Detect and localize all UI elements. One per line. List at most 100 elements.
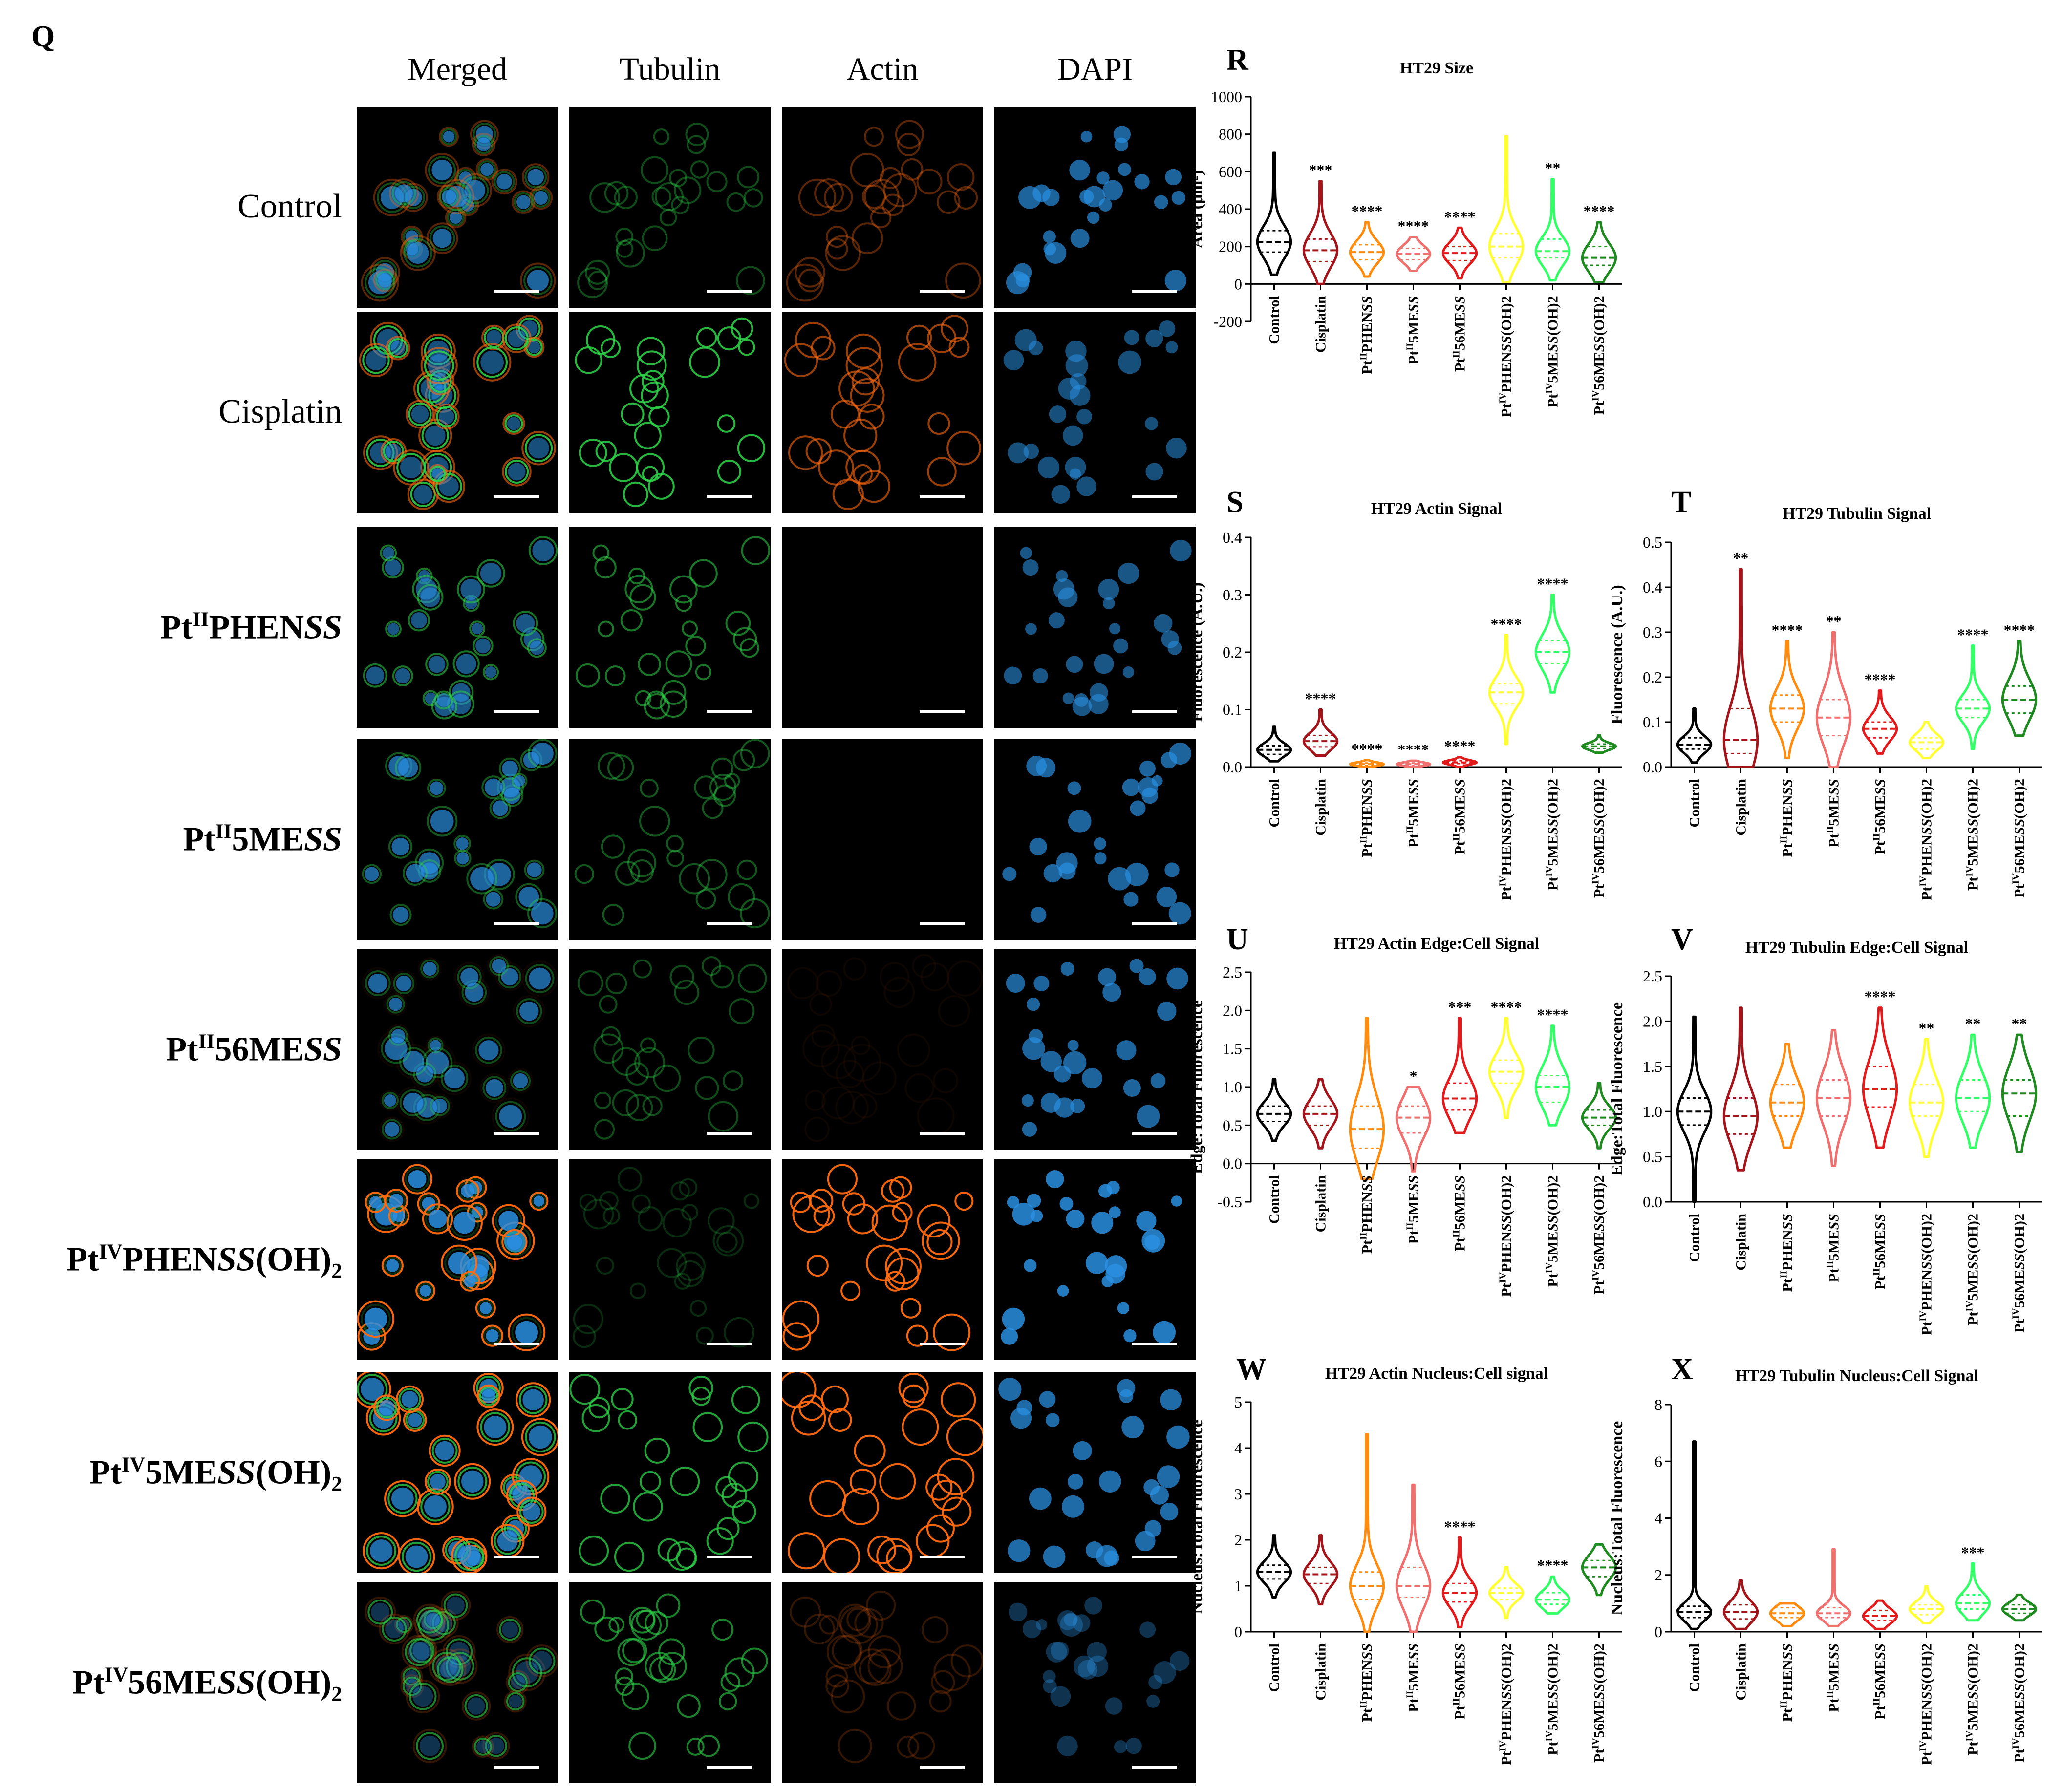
micrograph-tubulin-row-1: [569, 312, 771, 513]
y-tick-label: 2.5: [1223, 963, 1242, 981]
x-tick-label: Cisplatin: [1733, 1643, 1749, 1701]
micrograph-dapi-row-1: [994, 312, 1196, 513]
x-tick-label: PtIV56MESS(OH)2: [2011, 1643, 2028, 1763]
micrograph-tubulin-row-4: [569, 949, 771, 1150]
x-tick-label: PtIIPHENSS: [1779, 1643, 1796, 1722]
violin-6: [1534, 1575, 1571, 1615]
violin-3: [1395, 1483, 1432, 1633]
violin-3: [1395, 1086, 1432, 1173]
x-tick-label: PtIV5MESS(OH)2: [1964, 779, 1981, 891]
significance-label: **: [1545, 159, 1561, 177]
scale-bar: [494, 1766, 539, 1769]
micrograph-dapi-row-3: [994, 739, 1196, 940]
scale-bar: [494, 1556, 539, 1558]
chart-x: X HT29 Tubulin Nucleus:Cell Signal 0 2 4 6 8 Nu…: [1608, 1353, 2042, 1765]
y-tick-label: 0.1: [1643, 713, 1662, 731]
violin-0: [1676, 1440, 1713, 1630]
x-tick-label: PtIV5MESS(OH)2: [1544, 779, 1561, 891]
y-axis-label: Fluorescence (A.U.): [1188, 582, 1206, 722]
significance-label: ****: [1444, 1517, 1476, 1535]
y-tick-label: 6: [1655, 1452, 1662, 1470]
y-tick-label: 0.0: [1223, 1155, 1242, 1173]
x-tick-label: PtIV56MESS(OH)2: [1590, 296, 1608, 415]
violin-0: [1256, 725, 1292, 763]
panel-label-s: S: [1226, 486, 1243, 519]
scale-bar: [1132, 1132, 1177, 1135]
violin-3: [1815, 631, 1852, 768]
x-tick-label: PtII56MESS: [1451, 1643, 1468, 1720]
x-tick-label: Control: [1267, 779, 1283, 827]
x-tick-label: Control: [1687, 1643, 1703, 1692]
y-tick-label: -0.5: [1217, 1193, 1242, 1211]
violin-5: [1908, 721, 1945, 760]
scale-bar: [494, 710, 539, 713]
panel-label-u: U: [1226, 923, 1248, 956]
x-tick-label: PtIIPHENSS: [1358, 1175, 1375, 1254]
scale-bar: [707, 1766, 752, 1769]
violin-4: [1441, 1536, 1478, 1629]
y-tick-label: 1.0: [1223, 1078, 1242, 1096]
y-tick-label: 0.2: [1643, 668, 1662, 686]
violin-0: [1256, 1534, 1292, 1599]
significance-label: **: [1919, 1019, 1934, 1037]
significance-label: ****: [1772, 621, 1803, 639]
y-axis-label: Edge:Total Fluorescence: [1188, 1000, 1206, 1174]
violin-0: [1256, 151, 1292, 276]
scale-bar: [920, 710, 965, 713]
significance-label: ****: [1352, 740, 1383, 758]
violin-1: [1302, 1078, 1339, 1150]
scale-bar: [920, 1766, 965, 1769]
chart-r: R HT29 Size -200 0 200 400 600 800 1000 Area (μm²…: [1188, 43, 1622, 417]
micrograph-merged-row-3: [357, 739, 558, 940]
column-header-actin: Actin: [846, 51, 919, 87]
y-tick-label: 200: [1219, 238, 1242, 256]
violin-5: [1488, 1566, 1525, 1620]
violin-5: [1908, 1585, 1945, 1625]
scale-bar: [1132, 710, 1177, 713]
column-header-tubulin: Tubulin: [619, 51, 721, 87]
significance-label: **: [2012, 1015, 2027, 1032]
violin-0: [1676, 1015, 1713, 1203]
violin-2: [1349, 1433, 1385, 1633]
panel-label-r: R: [1226, 43, 1249, 77]
scale-bar: [920, 290, 965, 293]
significance-label: ****: [1491, 615, 1522, 633]
y-tick-label: 0: [1234, 1623, 1242, 1641]
x-tick-label: Control: [1267, 296, 1283, 344]
x-tick-label: PtIV56MESS(OH)2: [2011, 1214, 2028, 1333]
y-tick-label: 2.0: [1643, 1012, 1662, 1030]
significance-label: **: [1826, 612, 1842, 630]
x-tick-label: Control: [1687, 779, 1703, 827]
micrograph-tubulin-row-5: [569, 1159, 771, 1360]
micrograph-dapi-row-2: [994, 527, 1196, 728]
micrograph-dapi-row-5: [994, 1159, 1196, 1360]
x-tick-label: PtII5MESS: [1825, 1643, 1842, 1712]
chart-title: HT29 Actin Signal: [1371, 500, 1502, 518]
y-tick-label: 2: [1655, 1566, 1662, 1584]
scale-bar: [707, 1343, 752, 1345]
micrograph-tubulin-row-2: [569, 527, 771, 728]
x-tick-label: PtIIPHENSS: [1779, 1214, 1796, 1292]
scale-bar: [1132, 1343, 1177, 1345]
chart-u: U HT29 Actin Edge:Cell Signal -0.5 0.0 0.5 1.…: [1188, 923, 1622, 1297]
significance-label: ****: [1491, 998, 1522, 1016]
micrograph-merged-row-5: [357, 1159, 558, 1360]
y-tick-label: 0.4: [1223, 529, 1242, 546]
x-tick-label: PtIV5MESS(OH)2: [1964, 1643, 1981, 1755]
violin-3: [1815, 1029, 1852, 1167]
micrograph-merged-row-4: [357, 949, 558, 1150]
violin-5: [1488, 1017, 1525, 1119]
micrograph-merged-row-7: [357, 1582, 558, 1783]
x-tick-label: PtII5MESS: [1405, 779, 1422, 848]
x-tick-label: Control: [1267, 1643, 1283, 1692]
row-label-3: PtII5MESS: [183, 820, 343, 858]
scale-bar: [707, 1132, 752, 1135]
scale-bar: [920, 1343, 965, 1345]
scale-bar: [707, 710, 752, 713]
y-tick-label: 1.0: [1643, 1103, 1662, 1120]
panel-label-v: V: [1671, 923, 1693, 956]
significance-label: ****: [1865, 988, 1896, 1005]
scale-bar: [1132, 290, 1177, 293]
row-label-4: PtII56MESS: [166, 1030, 343, 1068]
scale-bar: [920, 495, 965, 498]
